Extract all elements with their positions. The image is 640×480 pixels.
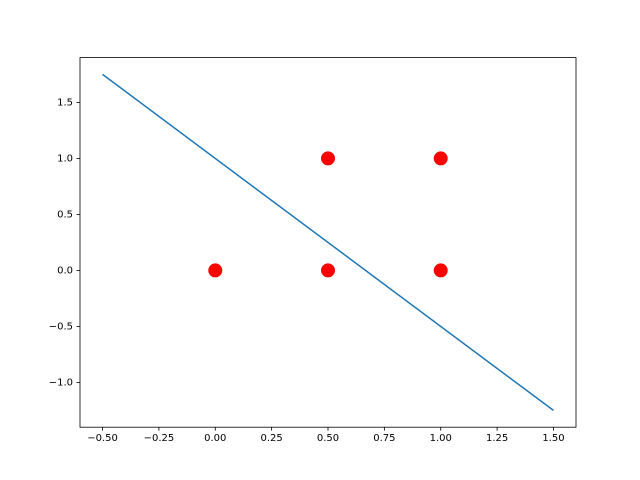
y-tick-label: −0.5 <box>49 321 73 332</box>
scatter-point <box>321 263 335 278</box>
scatter-point <box>208 263 223 278</box>
scatter-point <box>433 151 448 166</box>
x-tick-label: 1.25 <box>486 433 508 444</box>
x-tick-label: 0.50 <box>317 433 339 444</box>
x-tick-label: 1.00 <box>430 433 452 444</box>
x-tick-label: 0.25 <box>261 433 283 444</box>
x-tick-label: −0.50 <box>87 433 118 444</box>
x-tick-label: 0.75 <box>373 433 395 444</box>
scatter-point <box>433 263 448 278</box>
y-tick-label: 1.0 <box>57 153 73 164</box>
y-tick-label: 0.5 <box>57 209 73 220</box>
x-tick-label: −0.25 <box>144 433 175 444</box>
y-tick-label: 0.0 <box>57 265 73 276</box>
x-tick-label: 0.00 <box>204 433 226 444</box>
scatter-point <box>321 151 335 166</box>
line-series <box>102 73 554 412</box>
y-tick-label: −1.0 <box>49 377 73 388</box>
x-tick-label: 1.50 <box>542 433 564 444</box>
y-tick-label: 1.5 <box>57 97 73 108</box>
